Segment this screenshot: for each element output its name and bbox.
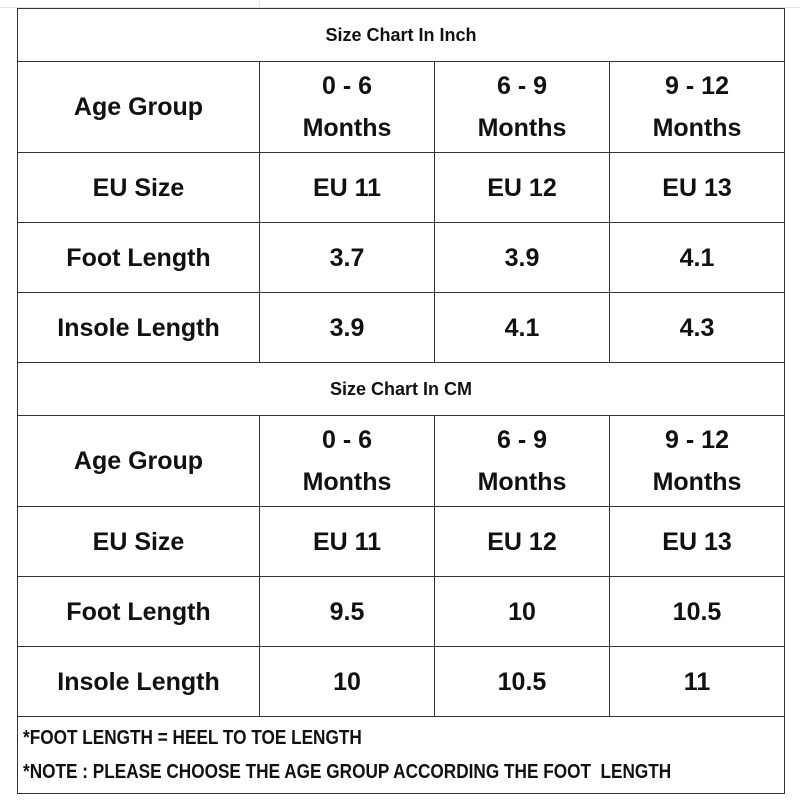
value-cell: 10	[434, 576, 610, 647]
note-text: *FOOT LENGTH = HEEL TO TOE LENGTH	[23, 727, 362, 749]
age-group-cell: 9 - 12 Months	[608, 61, 786, 153]
age-group-line: 6 - 9	[496, 426, 548, 454]
value-cell: EU 11	[259, 152, 435, 223]
value-cell: 3.7	[259, 222, 435, 293]
value-cell: EU 12	[434, 152, 610, 223]
table-row: EU Size EU 11 EU 12 EU 13	[17, 506, 786, 577]
age-group-cell: 9 - 12 Months	[608, 415, 786, 507]
size-chart-table: Size Chart In Inch Age Group 0 - 6 Months 6 …	[16, 8, 786, 794]
section-title: Size Chart In CM	[16, 362, 786, 416]
age-group-line: Months	[652, 468, 742, 496]
value-cell: 3.9	[259, 292, 435, 363]
age-group-line: Months	[477, 114, 567, 142]
row-label: Age Group	[17, 415, 260, 507]
age-group-cell: 6 - 9 Months	[434, 61, 610, 153]
row-label: Foot Length	[17, 576, 260, 647]
value-cell: 11	[608, 646, 786, 717]
value-cell: 4.3	[608, 292, 786, 363]
age-group-line: 6 - 9	[496, 72, 548, 100]
age-group-line: 9 - 12	[665, 426, 729, 454]
value-cell: 4.1	[608, 222, 786, 293]
row-label: Age Group	[17, 61, 260, 153]
value-cell: 3.9	[434, 222, 610, 293]
section-title-row: Size Chart In Inch	[16, 8, 786, 62]
table-row: Insole Length 10 10.5 11	[17, 646, 786, 717]
value-cell: 10.5	[434, 646, 610, 717]
age-group-cell: 0 - 6 Months	[259, 61, 435, 153]
age-group-cell: 6 - 9 Months	[434, 415, 610, 507]
background-gridline	[0, 7, 800, 8]
value-cell: 10	[259, 646, 435, 717]
row-label: Insole Length	[17, 646, 260, 717]
table-row: EU Size EU 11 EU 12 EU 13	[17, 152, 786, 223]
note-text: *NOTE : PLEASE CHOOSE THE AGE GROUP ACCO…	[23, 761, 672, 783]
row-label: Insole Length	[17, 292, 260, 363]
age-group-line: 0 - 6	[321, 72, 373, 100]
age-group-line: Months	[652, 114, 742, 142]
section-title-row: Size Chart In CM	[16, 362, 786, 416]
table-row: Insole Length 3.9 4.1 4.3	[17, 292, 786, 363]
row-label: EU Size	[17, 506, 260, 577]
row-label: EU Size	[17, 152, 260, 223]
table-row: Foot Length 9.5 10 10.5	[17, 576, 786, 647]
value-cell: EU 13	[608, 152, 786, 223]
value-cell: 4.1	[434, 292, 610, 363]
row-label: Foot Length	[17, 222, 260, 293]
value-cell: 10.5	[608, 576, 786, 647]
age-group-line: Months	[302, 114, 392, 142]
age-group-line: Months	[302, 468, 392, 496]
age-group-line: 9 - 12	[665, 72, 729, 100]
value-cell: EU 12	[434, 506, 610, 577]
age-group-line: 0 - 6	[321, 426, 373, 454]
age-group-row: Age Group 0 - 6 Months 6 - 9 Months 9 - 12 Mon…	[17, 61, 786, 153]
table-row: Foot Length 3.7 3.9 4.1	[17, 222, 786, 293]
notes-row: *FOOT LENGTH = HEEL TO TOE LENGTH *NOTE :…	[16, 716, 786, 794]
background-gridline	[259, 0, 260, 8]
age-group-line: Months	[477, 468, 567, 496]
notes-cell: *FOOT LENGTH = HEEL TO TOE LENGTH *NOTE :…	[16, 716, 786, 794]
age-group-row: Age Group 0 - 6 Months 6 - 9 Months 9 - 12 Mon…	[17, 415, 786, 507]
value-cell: EU 11	[259, 506, 435, 577]
section-title: Size Chart In Inch	[16, 8, 786, 62]
value-cell: EU 13	[608, 506, 786, 577]
value-cell: 9.5	[259, 576, 435, 647]
age-group-cell: 0 - 6 Months	[259, 415, 435, 507]
